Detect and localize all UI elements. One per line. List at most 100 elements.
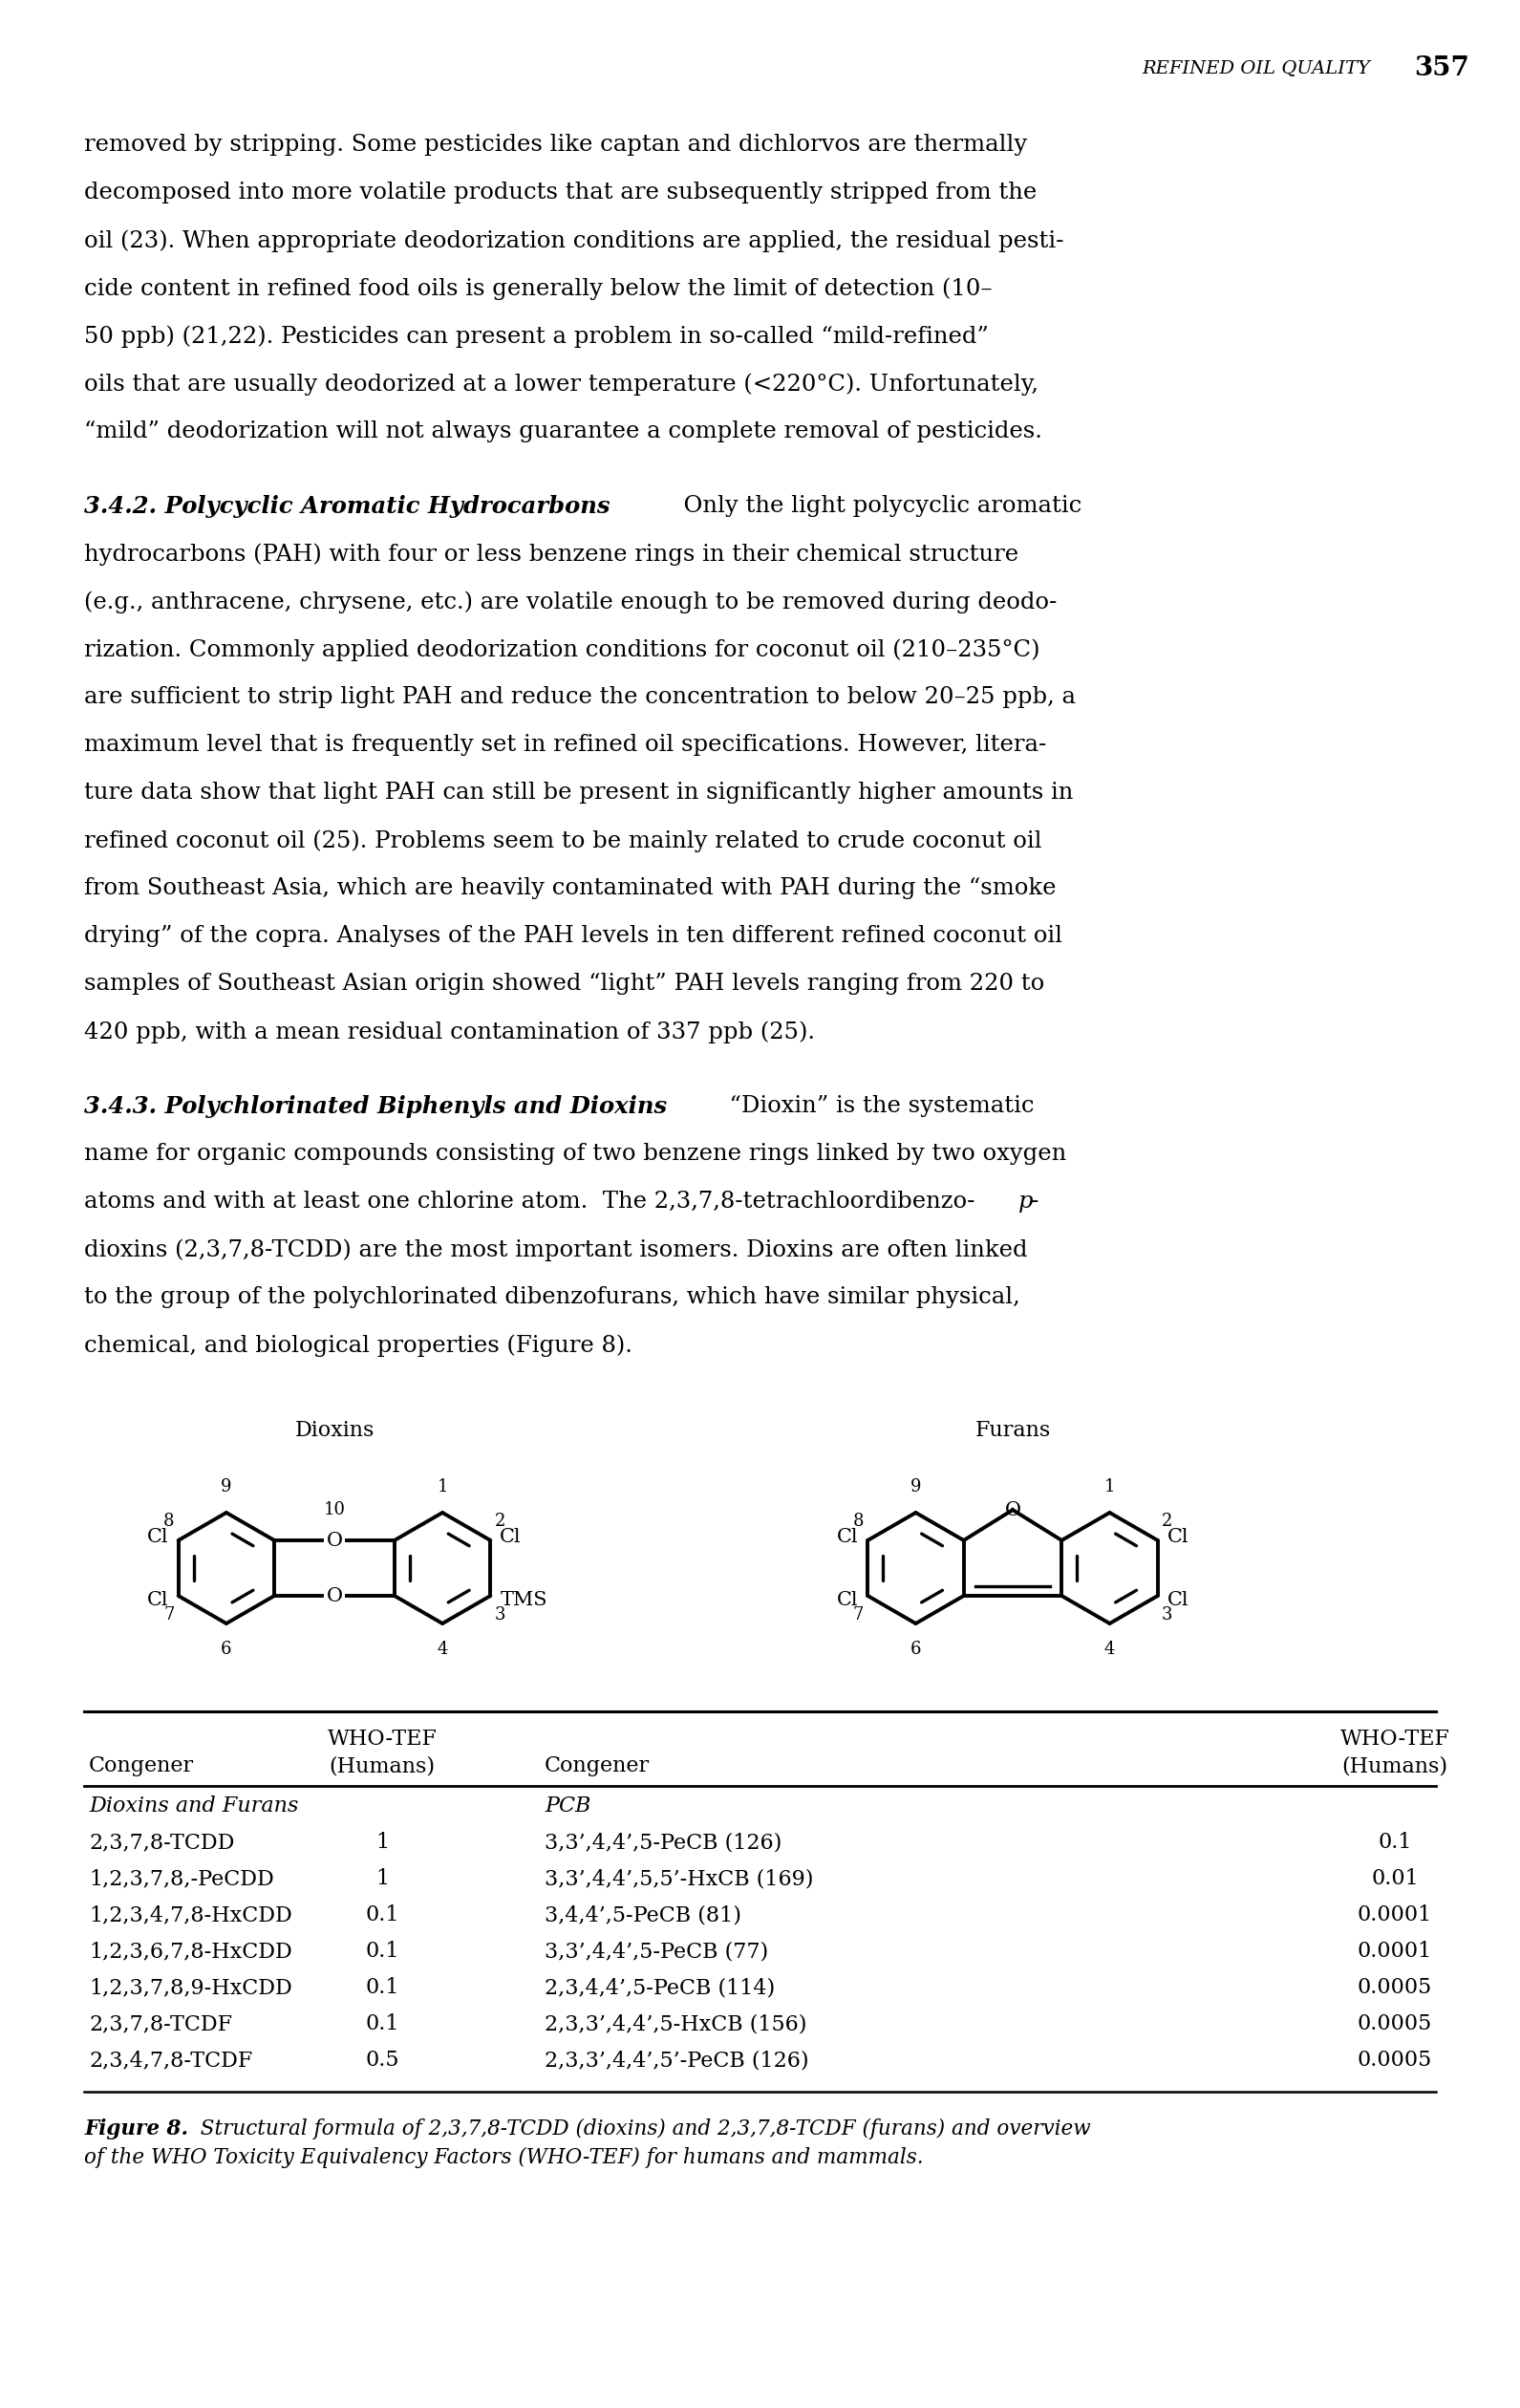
Text: 3,3’,4,4’,5,5’-HxCB (169): 3,3’,4,4’,5,5’-HxCB (169)	[544, 1869, 813, 1890]
Text: p: p	[1018, 1190, 1034, 1214]
Text: Cl: Cl	[500, 1527, 521, 1546]
Text: 0.1: 0.1	[365, 1905, 400, 1926]
Text: maximum level that is frequently set in refined oil specifications. However, lit: maximum level that is frequently set in …	[84, 734, 1046, 756]
Text: 10: 10	[324, 1500, 345, 1517]
Text: 0.5: 0.5	[365, 2049, 400, 2071]
Text: 2,3,3’,4,4’,5-HxCB (156): 2,3,3’,4,4’,5-HxCB (156)	[544, 2013, 807, 2035]
Text: are sufficient to strip light PAH and reduce the concentration to below 20–25 pp: are sufficient to strip light PAH and re…	[84, 686, 1076, 708]
Text: TMS: TMS	[500, 1592, 547, 1609]
Text: 9: 9	[220, 1479, 233, 1495]
Text: samples of Southeast Asian origin showed “light” PAH levels ranging from 220 to: samples of Southeast Asian origin showed…	[84, 973, 1044, 995]
Text: 3: 3	[494, 1606, 505, 1623]
Text: rization. Commonly applied deodorization conditions for coconut oil (210–235°C): rization. Commonly applied deodorization…	[84, 638, 1040, 660]
Text: 1: 1	[1104, 1479, 1116, 1495]
Text: Dioxins: Dioxins	[295, 1421, 374, 1440]
Text: Structural formula of 2,3,7,8-TCDD (dioxins) and 2,3,7,8-TCDF (furans) and overv: Structural formula of 2,3,7,8-TCDD (diox…	[187, 2119, 1091, 2141]
Text: Only the light polycyclic aromatic: Only the light polycyclic aromatic	[669, 496, 1082, 518]
Text: 1: 1	[436, 1479, 448, 1495]
Text: O: O	[327, 1531, 342, 1548]
Text: hydrocarbons (PAH) with four or less benzene rings in their chemical structure: hydrocarbons (PAH) with four or less ben…	[84, 542, 1018, 566]
Text: 1,2,3,7,8,9-HxCDD: 1,2,3,7,8,9-HxCDD	[88, 1977, 292, 1999]
Text: WHO-TEF: WHO-TEF	[1341, 1729, 1450, 1751]
Text: from Southeast Asia, which are heavily contaminated with PAH during the “smoke: from Southeast Asia, which are heavily c…	[84, 877, 1056, 898]
Text: 2,3,4,4’,5-PeCB (114): 2,3,4,4’,5-PeCB (114)	[544, 1977, 775, 1999]
Text: 9: 9	[910, 1479, 921, 1495]
Text: 3.4.3. Polychlorinated Biphenyls and Dioxins: 3.4.3. Polychlorinated Biphenyls and Dio…	[84, 1096, 667, 1117]
Text: 357: 357	[1414, 55, 1470, 82]
Text: 3,4,4’,5-PeCB (81): 3,4,4’,5-PeCB (81)	[544, 1905, 742, 1926]
Text: oil (23). When appropriate deodorization conditions are applied, the residual pe: oil (23). When appropriate deodorization…	[84, 229, 1064, 253]
Text: “mild” deodorization will not always guarantee a complete removal of pesticides.: “mild” deodorization will not always gua…	[84, 421, 1043, 443]
Text: Dioxins and Furans: Dioxins and Furans	[88, 1796, 298, 1816]
Text: (Humans): (Humans)	[328, 1755, 435, 1777]
Text: Cl: Cl	[836, 1592, 859, 1609]
Text: O: O	[1005, 1500, 1021, 1519]
Text: ture data show that light PAH can still be present in significantly higher amoun: ture data show that light PAH can still …	[84, 783, 1073, 804]
Text: PCB: PCB	[544, 1796, 591, 1816]
Text: 2,3,7,8-TCDF: 2,3,7,8-TCDF	[88, 2013, 233, 2035]
Text: 0.0005: 0.0005	[1357, 1977, 1432, 1999]
Text: 8: 8	[164, 1512, 175, 1529]
Text: to the group of the polychlorinated dibenzofurans, which have similar physical,: to the group of the polychlorinated dibe…	[84, 1286, 1020, 1308]
Text: of the WHO Toxicity Equivalency Factors (WHO-TEF) for humans and mammals.: of the WHO Toxicity Equivalency Factors …	[84, 2148, 924, 2167]
Text: chemical, and biological properties (Figure 8).: chemical, and biological properties (Fig…	[84, 1334, 632, 1356]
Text: dioxins (2,3,7,8-TCDD) are the most important isomers. Dioxins are often linked: dioxins (2,3,7,8-TCDD) are the most impo…	[84, 1238, 1028, 1262]
Text: 3,3’,4,4’,5-PeCB (77): 3,3’,4,4’,5-PeCB (77)	[544, 1941, 768, 1963]
Text: 2: 2	[1161, 1512, 1172, 1529]
Text: removed by stripping. Some pesticides like captan and dichlorvos are thermally: removed by stripping. Some pesticides li…	[84, 135, 1028, 157]
Text: 3,3’,4,4’,5-PeCB (126): 3,3’,4,4’,5-PeCB (126)	[544, 1832, 781, 1852]
Text: 2,3,3’,4,4’,5’-PeCB (126): 2,3,3’,4,4’,5’-PeCB (126)	[544, 2049, 809, 2071]
Text: 2,3,7,8-TCDD: 2,3,7,8-TCDD	[88, 1832, 234, 1852]
Text: O: O	[327, 1587, 342, 1604]
Text: 3.4.2. Polycyclic Aromatic Hydrocarbons: 3.4.2. Polycyclic Aromatic Hydrocarbons	[84, 496, 610, 518]
Text: Cl: Cl	[147, 1592, 169, 1609]
Text: 0.0005: 0.0005	[1357, 2013, 1432, 2035]
Text: 8: 8	[853, 1512, 863, 1529]
Text: 50 ppb) (21,22). Pesticides can present a problem in so-called “mild-refined”: 50 ppb) (21,22). Pesticides can present …	[84, 325, 988, 347]
Text: -: -	[1031, 1190, 1038, 1214]
Text: decomposed into more volatile products that are subsequently stripped from the: decomposed into more volatile products t…	[84, 181, 1037, 205]
Text: (Humans): (Humans)	[1342, 1755, 1449, 1777]
Text: 0.01: 0.01	[1371, 1869, 1418, 1890]
Text: 2: 2	[494, 1512, 505, 1529]
Text: 0.0005: 0.0005	[1357, 2049, 1432, 2071]
Text: drying” of the copra. Analyses of the PAH levels in ten different refined coconu: drying” of the copra. Analyses of the PA…	[84, 925, 1062, 946]
Text: 0.1: 0.1	[365, 1977, 400, 1999]
Text: 0.1: 0.1	[1379, 1832, 1412, 1852]
Text: 3: 3	[1161, 1606, 1172, 1623]
Text: Congener: Congener	[544, 1755, 649, 1777]
Text: WHO-TEF: WHO-TEF	[327, 1729, 438, 1751]
Text: “Dioxin” is the systematic: “Dioxin” is the systematic	[714, 1096, 1034, 1117]
Text: Cl: Cl	[836, 1527, 859, 1546]
Text: oils that are usually deodorized at a lower temperature (<220°C). Unfortunately,: oils that are usually deodorized at a lo…	[84, 373, 1038, 395]
Text: Furans: Furans	[974, 1421, 1050, 1440]
Text: 7: 7	[853, 1606, 863, 1623]
Text: 0.0001: 0.0001	[1357, 1941, 1432, 1963]
Text: cide content in refined food oils is generally below the limit of detection (10–: cide content in refined food oils is gen…	[84, 277, 993, 299]
Text: 1,2,3,4,7,8-HxCDD: 1,2,3,4,7,8-HxCDD	[88, 1905, 292, 1926]
Text: 1,2,3,6,7,8-HxCDD: 1,2,3,6,7,8-HxCDD	[88, 1941, 292, 1963]
Text: 1,2,3,7,8,-PeCDD: 1,2,3,7,8,-PeCDD	[88, 1869, 274, 1890]
Text: 1: 1	[375, 1832, 389, 1852]
Text: Cl: Cl	[1167, 1527, 1189, 1546]
Text: Figure 8.: Figure 8.	[84, 2119, 188, 2138]
Text: 2,3,4,7,8-TCDF: 2,3,4,7,8-TCDF	[88, 2049, 252, 2071]
Text: 7: 7	[164, 1606, 175, 1623]
Text: Congener: Congener	[88, 1755, 195, 1777]
Text: 0.1: 0.1	[365, 2013, 400, 2035]
Text: REFINED OIL QUALITY: REFINED OIL QUALITY	[1142, 60, 1370, 77]
Text: 0.0001: 0.0001	[1357, 1905, 1432, 1926]
Text: Cl: Cl	[147, 1527, 169, 1546]
Text: 6: 6	[220, 1640, 233, 1657]
Text: 420 ppb, with a mean residual contamination of 337 ppb (25).: 420 ppb, with a mean residual contaminat…	[84, 1021, 815, 1043]
Text: refined coconut oil (25). Problems seem to be mainly related to crude coconut oi: refined coconut oil (25). Problems seem …	[84, 828, 1041, 852]
Text: Cl: Cl	[1167, 1592, 1189, 1609]
Text: 4: 4	[1104, 1640, 1116, 1657]
Text: (e.g., anthracene, chrysene, etc.) are volatile enough to be removed during deod: (e.g., anthracene, chrysene, etc.) are v…	[84, 590, 1056, 614]
Text: atoms and with at least one chlorine atom.  The 2,3,7,8-tetrachloordibenzo-: atoms and with at least one chlorine ato…	[84, 1190, 974, 1214]
Text: 4: 4	[438, 1640, 448, 1657]
Text: name for organic compounds consisting of two benzene rings linked by two oxygen: name for organic compounds consisting of…	[84, 1144, 1067, 1165]
Text: 0.1: 0.1	[365, 1941, 400, 1963]
Text: 6: 6	[910, 1640, 921, 1657]
Text: 1: 1	[375, 1869, 389, 1890]
